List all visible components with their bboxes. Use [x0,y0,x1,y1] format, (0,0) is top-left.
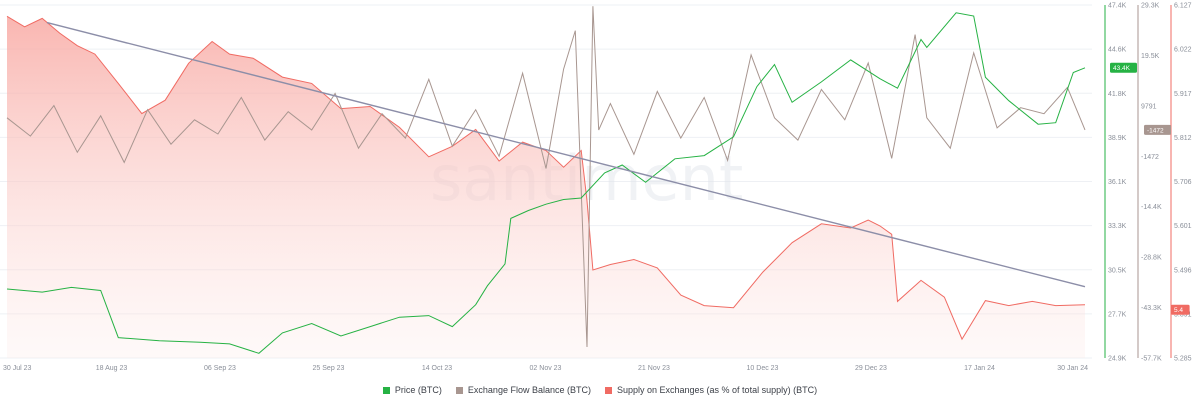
axis-tick-price: 27.7K [1108,311,1127,318]
x-tick-label: 29 Dec 23 [855,365,887,372]
axis-tick-supply: 5.285 [1174,356,1192,363]
axis-tick-price: 24.9K [1108,356,1127,363]
badge-label-price: 43.4K [1113,65,1131,72]
axis-tick-flow: -28.8K [1141,255,1162,262]
legend-item-price[interactable]: Price (BTC) [382,385,442,395]
axis-tick-flow: -14.4K [1141,204,1162,211]
x-tick-label: 14 Oct 23 [422,365,452,372]
x-tick-label: 30 Jul 23 [3,365,32,372]
axis-tick-price: 38.9K [1108,135,1127,142]
legend-item-supply[interactable]: Supply on Exchanges (as % of total suppl… [604,385,818,395]
axis-tick-supply: 5.706 [1174,179,1192,186]
series-line-supply [6,15,1086,341]
x-tick-label: 25 Sep 23 [313,365,345,372]
chart-svg: santiment 47.4K44.6K41.8K38.9K36.1K33.3K… [0,3,1192,372]
axis-tick-supply: 6.127 [1174,3,1192,10]
axis-tick-flow: -43.3K [1141,305,1162,312]
legend: Price (BTC) Exchange Flow Balance (BTC) … [0,380,1200,400]
badge-price [1110,62,1137,73]
badge-supply [1171,304,1190,315]
series-line-exchange-flow [6,6,1086,348]
badge-label-flow: -1472 [1147,127,1164,134]
axis-tick-flow: -57.7K [1141,356,1162,363]
x-tick-label: 30 Jan 24 [1057,365,1088,372]
axis-tick-supply: 5.917 [1174,91,1192,98]
legend-item-exchange-flow[interactable]: Exchange Flow Balance (BTC) [455,385,591,395]
axis-tick-price: 36.1K [1108,179,1127,186]
axis-tick-price: 44.6K [1108,47,1127,54]
value-badges: 43.4K -1472 5.4 [1110,62,1190,315]
axis-tick-price: 47.4K [1108,3,1127,10]
axes: 47.4K 44.6K 41.8K 38.9K 36.1K 33.3K 30.5K 27.7K… [1104,3,1192,363]
supply-area [7,16,1085,359]
axis-tick-supply: 5.391 [1174,311,1192,318]
axis-tick-flow: 29.3K [1141,3,1160,10]
axis-tick-supply: 6.022 [1174,47,1192,54]
series-line-price [6,12,1086,354]
legend-label-exchange-flow: Exchange Flow Balance (BTC) [467,385,591,395]
x-tick-label: 10 Dec 23 [747,365,779,372]
legend-swatch-exchange-flow [455,386,463,394]
axis-tick-flow: -1472 [1141,154,1159,161]
legend-swatch-supply [604,386,612,394]
legend-label-price: Price (BTC) [394,385,442,395]
badge-label-supply: 5.4 [1174,307,1183,314]
axis-tick-flow: 19.5K [1141,53,1160,60]
x-tick-label: 02 Nov 23 [530,365,562,372]
axis-tick-flow: 9791 [1141,103,1157,110]
axis-tick-supply: 5.601 [1174,223,1192,230]
axis-tick-supply: 5.812 [1174,135,1192,142]
x-axis-ticks: 30 Jul 23 18 Aug 23 06 Sep 23 25 Sep 23 14 O… [3,365,1088,372]
trendline [46,21,1086,288]
axis-tick-price: 33.3K [1108,223,1127,230]
legend-label-supply: Supply on Exchanges (as % of total suppl… [616,385,818,395]
axis-tick-price: 41.8K [1108,91,1127,98]
x-tick-label: 06 Sep 23 [204,365,236,372]
x-tick-label: 17 Jan 24 [964,365,995,372]
legend-swatch-price [382,386,390,394]
x-tick-label: 18 Aug 23 [96,365,128,372]
axis-tick-price: 30.5K [1108,267,1127,274]
axis-tick-supply: 5.496 [1174,267,1192,274]
x-tick-label: 21 Nov 23 [638,365,670,372]
badge-flow [1144,124,1171,135]
